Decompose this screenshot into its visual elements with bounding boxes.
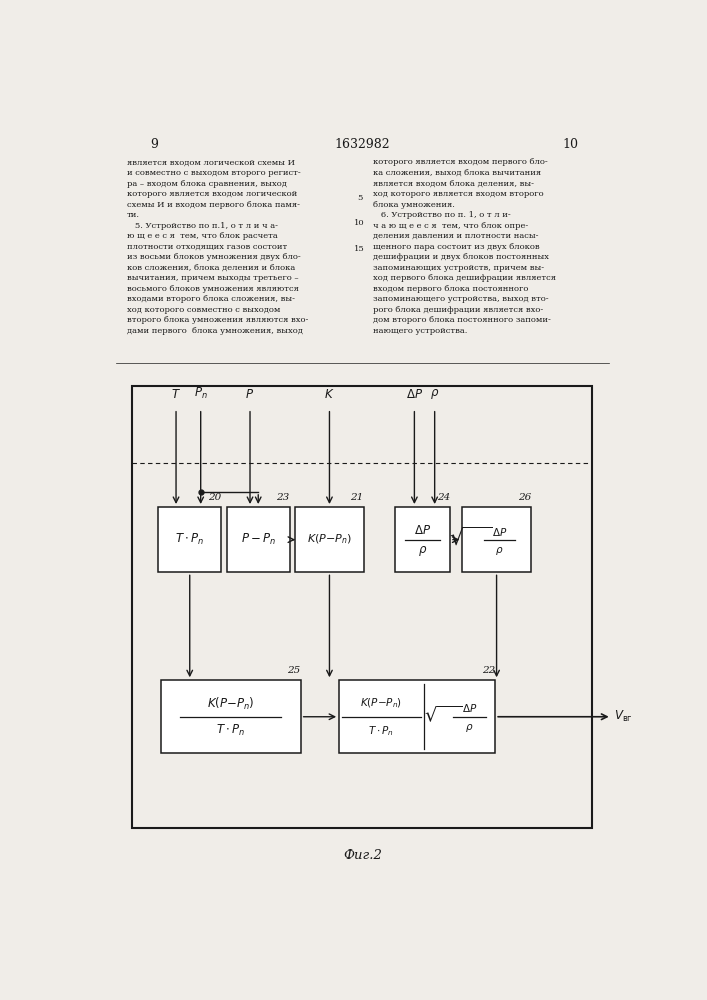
Text: 10: 10 [354,219,365,227]
Text: 20: 20 [208,493,221,502]
Text: $T \cdot P_n$: $T \cdot P_n$ [216,723,245,738]
Text: $P$: $P$ [245,388,255,401]
Text: $P_n$: $P_n$ [194,386,208,401]
Text: 22: 22 [482,666,495,675]
Text: $\rho$: $\rho$ [418,544,427,558]
Text: 15: 15 [354,245,365,253]
Bar [296,507,363,572]
Text: $K(P{-}P_n)$: $K(P{-}P_n)$ [307,533,352,546]
Bar [132,386,592,828]
Text: 23: 23 [276,493,290,502]
Bar [161,680,300,753]
Text: Фиг.2: Фиг.2 [343,849,382,862]
Text: 9: 9 [150,138,158,151]
Text: $T \cdot P_n$: $T \cdot P_n$ [175,532,204,547]
Text: $\sqrt{\quad}$: $\sqrt{\quad}$ [423,705,462,726]
Text: $T \cdot P_n$: $T \cdot P_n$ [368,724,395,738]
Text: $K(P{-}P_n)$: $K(P{-}P_n)$ [207,696,255,712]
Text: $K(P{-}P_n)$: $K(P{-}P_n)$ [361,697,402,710]
Bar [339,680,495,753]
Text: 25: 25 [288,666,300,675]
Text: 21: 21 [351,493,363,502]
Text: $\rho$: $\rho$ [430,387,439,401]
Text: $\Delta P$: $\Delta P$ [462,702,477,714]
Text: $\rho$: $\rho$ [465,722,474,734]
Text: 26: 26 [518,493,531,502]
Text: $P - P_n$: $P - P_n$ [240,532,276,547]
Text: $T$: $T$ [171,388,181,401]
Text: 10: 10 [563,138,578,151]
Bar [158,507,221,572]
Bar [462,507,531,572]
Text: $\Delta P$: $\Delta P$ [491,526,507,538]
Text: $V_{\text{вг}}$: $V_{\text{вг}}$ [614,709,633,724]
Text: $\Delta P$: $\Delta P$ [414,524,431,537]
Text: 1632982: 1632982 [334,138,390,151]
Text: 5: 5 [357,194,362,202]
Text: 24: 24 [437,493,450,502]
Text: $\Delta P$: $\Delta P$ [406,388,423,401]
Bar [227,507,290,572]
Bar [395,507,450,572]
Text: $K$: $K$ [325,388,334,401]
Text: которого является входом первого бло-
ка сложения, выход блока вычитания
являетс: которого является входом первого бло- ка… [373,158,556,335]
Text: $\rho$: $\rho$ [495,545,503,557]
Text: $\sqrt{\quad}$: $\sqrt{\quad}$ [448,526,492,549]
Text: является входом логической схемы И
и совместно с выходом второго регист-
ра – вх: является входом логической схемы И и сов… [127,158,308,335]
